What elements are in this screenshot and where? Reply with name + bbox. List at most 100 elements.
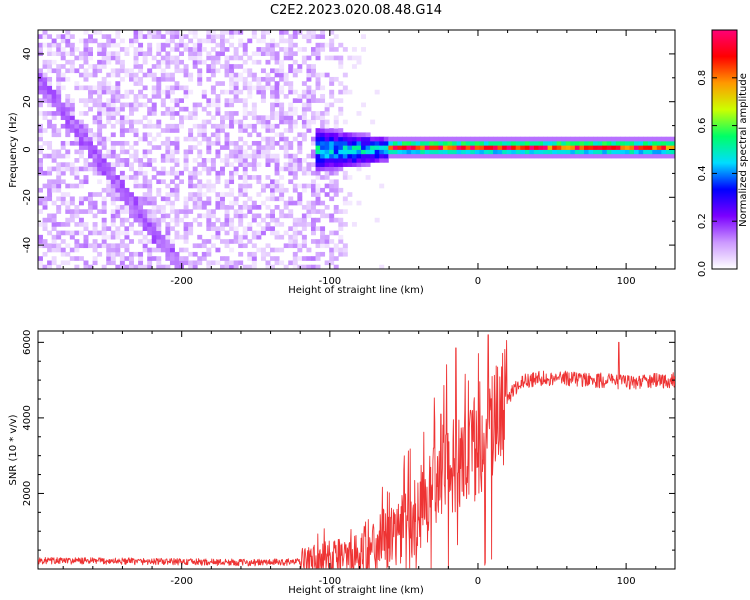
spectrogram-cell [274, 166, 280, 172]
spectrogram-cell [229, 264, 235, 269]
spectrogram-cell [420, 153, 426, 159]
spectrogram-cell [333, 217, 339, 223]
spectrogram-cell [78, 72, 84, 78]
spectrogram-cell [201, 204, 207, 210]
spectrogram-cell [442, 136, 448, 142]
spectrogram-cell [315, 170, 321, 176]
spectrogram-cell [83, 196, 89, 202]
spectrogram-cell [201, 94, 207, 99]
spectrogram-cell [74, 243, 80, 249]
spectrogram-cell [356, 111, 362, 116]
spectrogram-cell [83, 68, 89, 74]
spectrogram-cell [56, 187, 62, 193]
spectrogram-cell [338, 209, 344, 214]
spectrogram-cell [652, 136, 658, 142]
spectrogram-cell [83, 234, 89, 240]
spectrogram-cell [201, 47, 207, 52]
spectrogram-y-tick-label: -20 [22, 189, 33, 205]
spectrogram-cell [60, 192, 66, 197]
spectrogram-cell [78, 111, 84, 116]
spectrogram-cell [192, 200, 198, 206]
spectrogram-cell [543, 153, 548, 159]
spectrogram-cell [342, 132, 348, 138]
spectrogram-cell [329, 166, 335, 172]
spectrogram-cell [415, 153, 421, 159]
spectrogram-cell [88, 128, 93, 133]
spectrogram-cell [238, 55, 244, 61]
spectrogram-cell [133, 251, 139, 257]
spectrogram-cell [224, 68, 230, 74]
spectrogram-cell [297, 98, 303, 103]
spectrogram-cell [333, 179, 339, 185]
spectrogram-cell [138, 34, 144, 39]
spectrogram-cell [192, 30, 198, 35]
spectrogram-cell [92, 98, 98, 103]
spectrogram-cell [47, 213, 53, 219]
spectrogram-cell [183, 239, 189, 244]
spectrogram-cell [56, 34, 62, 39]
spectrogram-cell [338, 166, 344, 172]
spectrogram-cell [420, 149, 426, 155]
spectrogram-cell [83, 55, 89, 61]
spectrogram-cell [188, 89, 194, 95]
spectrogram-cell [83, 30, 89, 35]
spectrogram-cell [179, 85, 184, 91]
spectrogram-cell [201, 166, 207, 172]
spectrogram-cell [169, 158, 175, 163]
spectrogram-cell [78, 243, 84, 249]
spectrogram-cell [65, 42, 71, 48]
spectrogram-cell [265, 47, 271, 52]
spectrogram-cell [329, 230, 335, 236]
spectrogram-cell [147, 51, 153, 57]
spectrogram-cell [47, 64, 53, 69]
spectrogram-cell [397, 136, 403, 142]
spectrogram-x-tick-label: 0 [475, 276, 481, 287]
spectrogram-cell [174, 85, 180, 91]
spectrogram-cell [565, 153, 571, 159]
spectrogram-cell [224, 72, 230, 78]
spectrogram-cell [520, 140, 526, 146]
spectrogram-cell [42, 243, 48, 249]
spectrogram-cell [347, 153, 353, 159]
spectrogram-cell [429, 140, 435, 146]
spectrogram-cell [51, 260, 57, 266]
spectrogram-cell [119, 64, 125, 69]
spectrogram-cell [133, 149, 139, 155]
spectrogram-cell [297, 217, 303, 223]
spectrogram-cell [174, 158, 180, 163]
spectrogram-cell [142, 123, 148, 129]
spectrogram-cell [115, 204, 121, 210]
spectrogram-cell [56, 42, 62, 48]
spectrogram-cell [124, 196, 130, 202]
spectrogram-cell [333, 192, 339, 197]
spectrogram-cell [256, 47, 262, 52]
spectrogram-cell [438, 136, 444, 142]
spectrogram-cell [238, 98, 244, 103]
spectrogram-cell [238, 89, 244, 95]
spectrogram-cell [347, 192, 353, 197]
spectrogram-cell [174, 128, 180, 133]
spectrogram-cell [320, 85, 326, 91]
spectrogram-cell [224, 102, 230, 108]
spectrogram-cell [83, 260, 89, 266]
spectrogram-cell [133, 170, 139, 176]
spectrogram-cell [524, 136, 530, 142]
spectrogram-cell [69, 230, 75, 236]
spectrogram-cell [552, 145, 558, 150]
spectrogram-cell [220, 239, 225, 244]
spectrogram-cell [529, 149, 535, 155]
spectrogram-cell [242, 192, 248, 197]
spectrogram-cell [192, 166, 198, 172]
spectrogram-cell [38, 243, 43, 249]
spectrogram-cell [174, 136, 180, 142]
spectrogram-cell [115, 234, 121, 240]
spectrogram-cell [338, 64, 344, 69]
spectrogram-cell [110, 196, 116, 202]
spectrogram-cell [47, 94, 53, 99]
spectrogram-cell [101, 51, 107, 57]
spectrogram-cell [665, 149, 671, 155]
spectrogram-cell [69, 106, 75, 112]
spectrogram-cell [597, 149, 603, 155]
spectrogram-cell [97, 106, 103, 112]
spectrogram-cell [169, 30, 175, 35]
